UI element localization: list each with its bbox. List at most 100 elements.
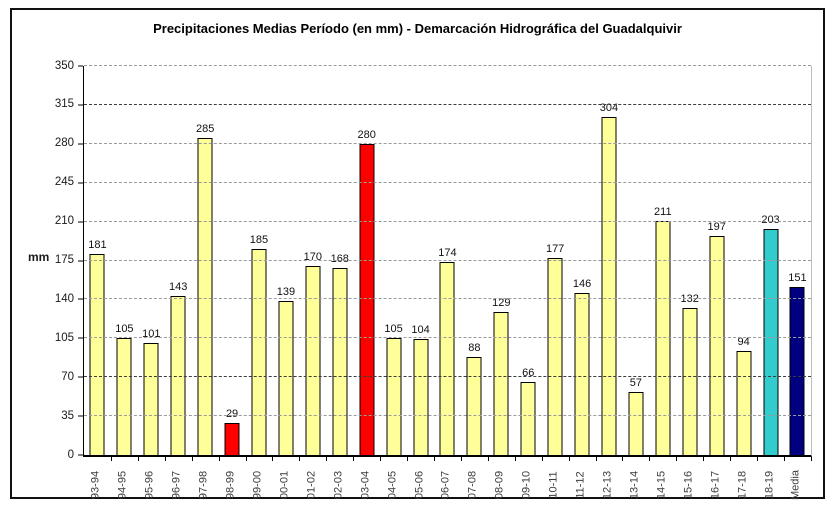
bar-value-label: 94	[737, 335, 750, 348]
bar-slot: 185	[246, 66, 274, 461]
y-axis-tick	[78, 415, 83, 417]
bar-slot: 101	[138, 66, 166, 461]
y-axis-tick	[78, 454, 83, 456]
bar-slot: 105	[380, 66, 408, 461]
bar-slot: 66	[515, 66, 543, 461]
x-axis-tick-label: 11-12	[574, 471, 587, 499]
bar-value-label: 57	[629, 376, 643, 389]
y-axis-tick	[78, 221, 83, 223]
bar-slot: 177	[542, 66, 570, 461]
plot-area: 181 105 101 143 285 29 185 139 170 168 280 105 104 17…	[78, 65, 812, 461]
gridline	[84, 415, 811, 417]
bar-slot: 29	[219, 66, 247, 461]
x-axis-tick-label: 97-98	[197, 470, 210, 500]
y-axis-tick-label: 280	[54, 137, 74, 150]
bar-slot: 139	[272, 66, 301, 461]
bar-value-label: 177	[545, 243, 565, 256]
bar-slot: 197	[703, 66, 732, 461]
gridline	[84, 337, 811, 339]
bar-slot: 170	[299, 66, 328, 461]
bar-06-07	[439, 261, 455, 455]
bar-99-00	[251, 249, 267, 455]
bar-12-13	[601, 117, 617, 455]
y-axis-tick-label: 105	[54, 331, 74, 344]
bar-01-02	[305, 266, 321, 455]
bar-07-08	[466, 357, 482, 455]
gridline	[84, 103, 811, 105]
y-axis-tick-label: 0	[67, 448, 74, 461]
bar-value-label: 139	[276, 285, 296, 298]
bar-value-label: 146	[572, 277, 592, 290]
bar-value-label: 132	[680, 293, 699, 306]
y-axis-tick-label: 140	[54, 292, 74, 305]
x-axis-tick-label: 01-02	[305, 470, 318, 500]
bar-slot: 105	[111, 66, 139, 461]
y-axis-tick	[78, 65, 83, 67]
bar-11-12	[574, 292, 590, 455]
bar-value-label: 88	[468, 342, 481, 355]
bar-09-10	[520, 381, 536, 455]
x-axis-tick-label: Media	[789, 470, 802, 500]
bar-slot: 211	[649, 66, 678, 461]
bar-slot: 174	[434, 66, 462, 461]
bar-94-95	[116, 338, 132, 455]
x-axis-tick-label: 17-18	[736, 470, 749, 500]
x-axis-tick-label: 09-10	[520, 470, 533, 500]
y-axis-tick	[78, 143, 83, 145]
x-axis-tick-label: 05-06	[413, 470, 426, 500]
x-axis-tick-label: 07-08	[466, 470, 479, 500]
chart-frame: Precipitaciones Medias Período (en mm) -…	[10, 8, 825, 500]
bar-value-label: 285	[195, 123, 215, 136]
chart-title: Precipitaciones Medias Período (en mm) -…	[153, 21, 682, 36]
bar-value-label: 211	[654, 205, 672, 218]
y-axis-tick	[78, 298, 83, 300]
bar-slot: 151	[784, 66, 812, 461]
bar-slot: 129	[488, 66, 516, 461]
y-axis: 0 35 70 105 140 175 210 245 280 315 350	[12, 60, 74, 460]
bar-value-label: 174	[438, 246, 457, 259]
gridline	[84, 298, 811, 300]
gridline	[84, 259, 811, 261]
x-axis-tick-label: 12-13	[601, 470, 614, 500]
bar-95-96	[143, 342, 159, 455]
bar-value-label: 105	[384, 323, 403, 336]
bar-13-14	[628, 391, 644, 455]
y-axis-tick	[78, 182, 83, 184]
bar-03-04	[359, 143, 375, 455]
y-axis-tick-label: 315	[54, 98, 74, 111]
x-axis-tick-label: 08-09	[493, 470, 506, 500]
x-axis-tick-label: 96-97	[170, 470, 183, 500]
bar-slot: 132	[676, 66, 705, 461]
y-axis-tick-label: 70	[61, 370, 74, 383]
bar-slot: 94	[730, 66, 758, 461]
bar-16-17	[709, 236, 725, 455]
bar-00-01	[278, 300, 294, 455]
bar-slot: 280	[353, 66, 382, 461]
bar-value-label: 170	[303, 251, 323, 264]
bar-value-label: 29	[225, 407, 239, 420]
y-axis-tick	[78, 104, 83, 106]
bar-02-03	[332, 268, 348, 455]
gridline	[84, 142, 811, 144]
bar-value-label: 168	[330, 253, 349, 266]
bar-value-label: 197	[707, 221, 726, 234]
y-axis-tick	[78, 260, 83, 261]
bar-10-11	[547, 258, 563, 455]
bar-value-label: 203	[761, 214, 780, 227]
bar-93-94	[89, 253, 105, 455]
bar-slot: 57	[622, 66, 651, 461]
gridline	[84, 220, 811, 222]
bar-97-98	[197, 138, 213, 455]
x-axis-tick-label: 06-07	[439, 470, 452, 500]
x-axis-tick-label: 98-99	[224, 470, 237, 500]
x-axis-tick-label: 02-03	[332, 470, 345, 500]
bar-04-05	[386, 338, 402, 455]
x-axis-tick-label: 18-19	[763, 470, 775, 500]
x-axis-tick-label: 94-95	[116, 470, 129, 500]
bar-value-label: 129	[492, 296, 511, 309]
bar-value-label: 185	[249, 234, 269, 247]
y-axis-tick-label: 175	[54, 253, 74, 266]
x-axis-tick-label: 10-11	[547, 471, 560, 499]
x-axis-tick-label: 95-96	[143, 470, 156, 500]
bar-value-label: 151	[788, 272, 807, 285]
